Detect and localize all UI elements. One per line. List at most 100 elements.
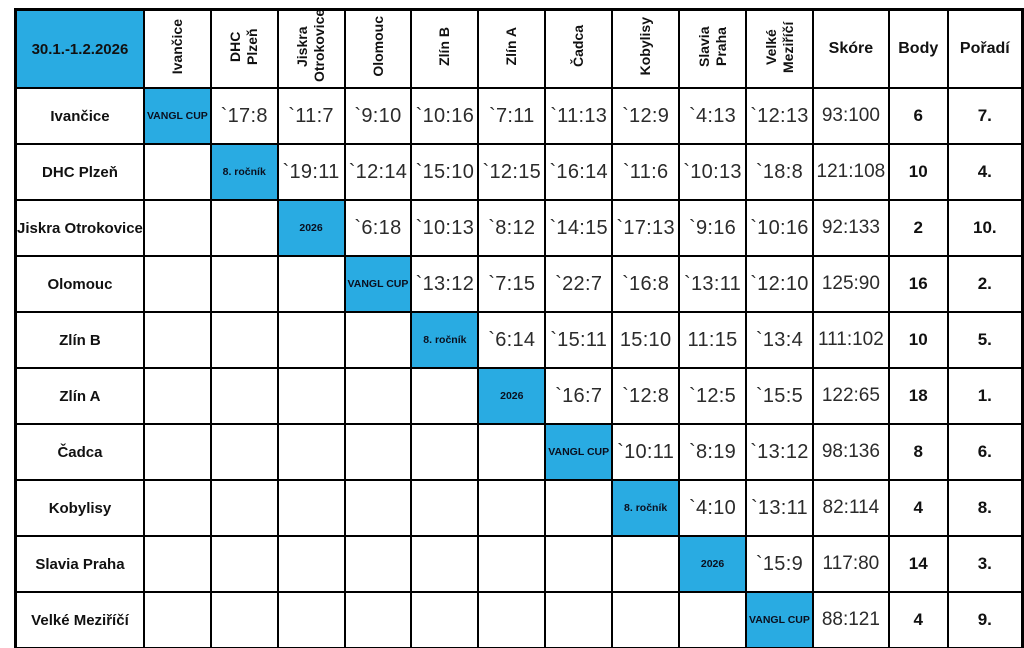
points-cell: 4 — [887, 479, 949, 537]
empty-cell — [276, 367, 346, 425]
rank-cell: 7. — [946, 87, 1024, 145]
empty-cell — [209, 199, 279, 257]
column-header-label: DHC Plzeň — [227, 28, 261, 65]
team-name-cell: Velké Meziříčí — [14, 591, 145, 648]
match-score-cell: `11:7 — [276, 87, 346, 145]
empty-cell — [276, 535, 346, 593]
event-diagonal-cell: 8. ročník — [611, 479, 681, 537]
event-diagonal-cell: VANGL CUP — [142, 87, 212, 145]
empty-cell — [477, 423, 547, 481]
score-total-cell: 122:65 — [811, 367, 890, 425]
empty-cell — [343, 479, 413, 537]
empty-cell — [477, 591, 547, 648]
column-header-cadca: Čadca — [544, 8, 614, 89]
empty-cell — [343, 423, 413, 481]
match-score-cell: `12:15 — [477, 143, 547, 201]
match-score-cell: `15:9 — [745, 535, 814, 593]
rank-cell: 1. — [946, 367, 1024, 425]
empty-cell — [209, 367, 279, 425]
match-score-cell: `15:11 — [544, 311, 614, 369]
empty-cell — [142, 199, 212, 257]
score-total-cell: 98:136 — [811, 423, 890, 481]
empty-cell — [544, 479, 614, 537]
points-cell: 2 — [887, 199, 949, 257]
team-name-cell: Jiskra Otrokovice — [14, 199, 145, 257]
rank-cell: 8. — [946, 479, 1024, 537]
team-name-cell: Ivančice — [14, 87, 145, 145]
column-header-velke-mezirici: Velké Meziříčí — [745, 8, 814, 89]
match-score-cell: `12:9 — [611, 87, 681, 145]
match-score-cell: 11:15 — [678, 311, 747, 369]
team-name-cell: Zlín B — [14, 311, 145, 369]
empty-cell — [209, 311, 279, 369]
empty-cell — [343, 367, 413, 425]
empty-cell — [477, 535, 547, 593]
empty-cell — [142, 311, 212, 369]
match-score-cell: `10:13 — [678, 143, 747, 201]
match-score-cell: `10:13 — [410, 199, 480, 257]
score-total-cell: 111:102 — [811, 311, 890, 369]
column-header-rank: Pořadí — [946, 8, 1024, 89]
match-score-cell: `15:10 — [410, 143, 480, 201]
column-header-label: Ivančice — [168, 18, 185, 75]
match-score-cell: `6:14 — [477, 311, 547, 369]
empty-cell — [410, 535, 480, 593]
score-total-cell: 88:121 — [811, 591, 890, 648]
points-cell: 4 — [887, 591, 949, 648]
event-diagonal-cell: 2026 — [276, 199, 346, 257]
column-header-zlin-a: Zlín A — [477, 8, 547, 89]
match-score-cell: `12:14 — [343, 143, 413, 201]
empty-cell — [142, 479, 212, 537]
rank-cell: 3. — [946, 535, 1024, 593]
header-row: 30.1.-1.2.2026 Ivančice DHC Plzeň Jiskra… — [14, 8, 1024, 89]
empty-cell — [276, 311, 346, 369]
match-score-cell: `17:13 — [611, 199, 681, 257]
column-header-label: Velké Meziříčí — [762, 20, 796, 73]
match-score-cell: `16:7 — [544, 367, 614, 425]
table-row: Kobylisy 8. ročník `4:10 `13:11 82:114 4 8. — [14, 479, 1024, 537]
event-diagonal-cell: VANGL CUP — [745, 591, 814, 648]
event-diagonal-cell: 8. ročník — [209, 143, 279, 201]
column-header-jiskra-otrokovice: Jiskra Otrokovice — [276, 8, 346, 89]
match-score-cell: `10:16 — [410, 87, 480, 145]
empty-cell — [142, 535, 212, 593]
match-score-cell: `8:12 — [477, 199, 547, 257]
event-diagonal-cell: VANGL CUP — [343, 255, 413, 313]
table-row: Čadca VANGL CUP `10:11 `8:19 `13:12 98:136 8 6. — [14, 423, 1024, 481]
column-header-label: Jiskra Otrokovice — [294, 9, 328, 82]
column-header-dhc-plzen: DHC Plzeň — [209, 8, 279, 89]
table-row: Slavia Praha 2026 `15:9 117:80 14 3. — [14, 535, 1024, 593]
empty-cell — [142, 591, 212, 648]
match-score-cell: `18:8 — [745, 143, 814, 201]
score-total-cell: 121:108 — [811, 143, 890, 201]
empty-cell — [142, 423, 212, 481]
match-score-cell: `10:11 — [611, 423, 681, 481]
results-table-body: Ivančice VANGL CUP `17:8 `11:7 `9:10 `10:16 `7… — [14, 87, 1024, 648]
match-score-cell: `12:8 — [611, 367, 681, 425]
rank-cell: 9. — [946, 591, 1024, 648]
empty-cell — [343, 591, 413, 648]
table-row: DHC Plzeň 8. ročník `19:11 `12:14 `15:10 `12:… — [14, 143, 1024, 201]
empty-cell — [142, 143, 212, 201]
score-total-cell: 125:90 — [811, 255, 890, 313]
table-row: Jiskra Otrokovice 2026 `6:18 `10:13 `8:12 `14… — [14, 199, 1024, 257]
rank-cell: 2. — [946, 255, 1024, 313]
match-score-cell: `7:11 — [477, 87, 547, 145]
table-row: Zlín A 2026 `16:7 `12:8 `12:5 `15:5 122:65 18 1. — [14, 367, 1024, 425]
tournament-date-cell: 30.1.-1.2.2026 — [14, 8, 145, 89]
empty-cell — [276, 423, 346, 481]
match-score-cell: `8:19 — [678, 423, 747, 481]
match-score-cell: 15:10 — [611, 311, 681, 369]
column-header-zlin-b: Zlín B — [410, 8, 480, 89]
rank-cell: 4. — [946, 143, 1024, 201]
column-header-label: Čadca — [570, 25, 587, 68]
column-header-slavia-praha: Slavia Praha — [678, 8, 747, 89]
column-header-points: Body — [887, 8, 949, 89]
column-header-olomouc: Olomouc — [343, 8, 413, 89]
score-total-cell: 117:80 — [811, 535, 890, 593]
empty-cell — [611, 535, 681, 593]
empty-cell — [343, 535, 413, 593]
empty-cell — [209, 591, 279, 648]
rank-cell: 5. — [946, 311, 1024, 369]
